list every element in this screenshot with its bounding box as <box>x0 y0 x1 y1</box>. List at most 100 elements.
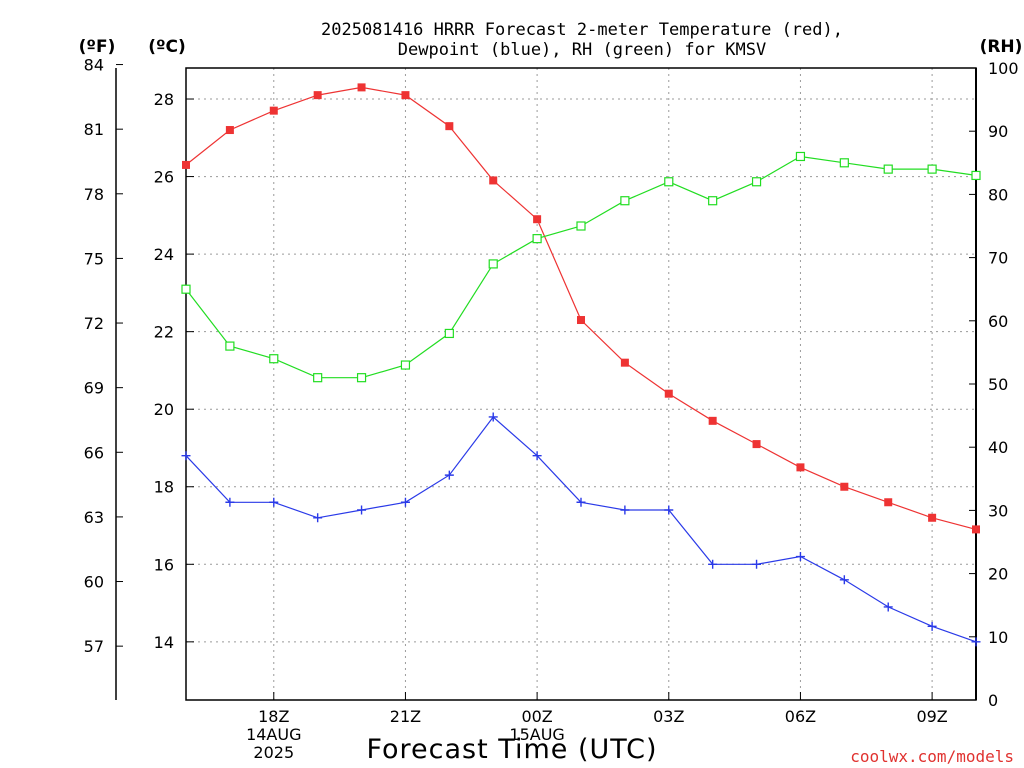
rh-tick-label: 20 <box>988 565 1008 584</box>
rh-point <box>708 196 718 206</box>
dewpoint-point <box>357 505 367 515</box>
dewpoint-line <box>185 416 977 643</box>
dewpoint-point <box>839 575 849 585</box>
rh-point <box>225 341 235 351</box>
temperature-point <box>840 482 849 491</box>
temperature-point <box>401 91 410 100</box>
rh-point <box>795 151 806 162</box>
dewpoint-point <box>708 559 718 569</box>
temperature-point <box>972 525 980 534</box>
dewpoint-point <box>883 602 893 612</box>
time-tick-label: 21Z <box>390 707 421 726</box>
dewpoint-point <box>488 412 498 422</box>
time-tick-label: 03Z <box>653 707 684 726</box>
fahrenheit-tick-label: 63 <box>84 508 104 527</box>
celsius-tick-label: 26 <box>154 168 174 187</box>
celsius-tick-label: 16 <box>154 555 174 574</box>
temperature-point <box>620 358 629 367</box>
rh-unit-label: (RH) <box>980 37 1023 57</box>
time-tick-label: 14AUG <box>246 725 301 744</box>
temperature-point <box>489 176 498 185</box>
time-tick-label: 09Z <box>916 707 947 726</box>
fahrenheit-tick-label: 72 <box>84 314 104 333</box>
celsius-tick-label: 24 <box>154 245 174 264</box>
celsius-unit-label: (ºC) <box>148 37 186 57</box>
rh-tick-label: 80 <box>988 185 1008 204</box>
rh-point <box>444 328 454 339</box>
plot-frame <box>185 67 977 701</box>
rh-tick-label: 100 <box>988 59 1019 78</box>
rh-point <box>356 373 367 383</box>
temperature-point <box>269 106 278 115</box>
time-tick-label: 00Z <box>521 707 552 726</box>
rh-point <box>839 158 849 168</box>
temperature-point <box>796 463 805 472</box>
rh-tick-label: 70 <box>988 249 1008 268</box>
temperature-point <box>533 215 542 224</box>
celsius-tick-label: 22 <box>154 323 174 342</box>
temperature-point <box>664 389 673 398</box>
temperature-line <box>185 86 977 530</box>
dewpoint-point <box>620 505 630 515</box>
dewpoint-point <box>971 637 981 647</box>
rh-point <box>532 234 542 244</box>
rh-tick-label: 30 <box>988 501 1008 520</box>
rh-tick-label: 60 <box>988 312 1008 331</box>
rh-point <box>751 177 762 187</box>
fahrenheit-tick-label: 60 <box>84 573 104 592</box>
temperature-point <box>708 416 717 425</box>
rh-point <box>883 164 893 174</box>
temperature-point <box>577 316 585 325</box>
dewpoint-point <box>181 451 191 461</box>
chart-title-line1: 2025081416 HRRR Forecast 2-meter Tempera… <box>321 20 843 40</box>
celsius-tick-label: 18 <box>154 478 174 497</box>
dewpoint-point <box>313 513 323 523</box>
celsius-tick-label: 20 <box>154 400 174 419</box>
dewpoint-point <box>532 451 542 461</box>
fahrenheit-axis: 57 60 63 66 69 72 75 78 81 84 <box>84 56 123 656</box>
rh-point <box>971 170 981 181</box>
rh-point <box>488 259 498 269</box>
temperature-point <box>357 83 366 92</box>
dewpoint-point <box>795 552 805 562</box>
rh-point <box>927 164 937 174</box>
temperature-point <box>182 160 190 169</box>
time-tick-label: 18Z <box>258 707 289 726</box>
fahrenheit-tick-label: 84 <box>84 56 104 75</box>
rh-point <box>620 196 630 206</box>
rh-tick-label: 0 <box>988 691 998 710</box>
rh-point <box>576 221 586 231</box>
temperature-point <box>445 122 454 131</box>
temperature-point <box>928 513 937 522</box>
temperature-point <box>884 498 893 507</box>
celsius-axis: 14 16 18 20 22 24 26 28 <box>154 90 194 652</box>
fahrenheit-tick-label: 66 <box>84 443 104 462</box>
rh-point <box>181 284 191 294</box>
rh-point <box>313 373 323 383</box>
x-axis-title: Forecast Time (UTC) <box>366 734 657 765</box>
rh-tick-label: 10 <box>988 628 1008 647</box>
rh-tick-label: 40 <box>988 438 1008 457</box>
dewpoint-point <box>664 505 674 515</box>
fahrenheit-unit-label: (ºF) <box>79 37 116 57</box>
temperature-point <box>225 126 234 135</box>
fahrenheit-tick-label: 69 <box>84 379 104 398</box>
dewpoint-point <box>927 621 937 631</box>
rh-point <box>664 177 674 187</box>
fahrenheit-tick-label: 81 <box>84 120 104 139</box>
rh-line <box>185 155 977 379</box>
time-tick-label: 2025 <box>253 743 294 762</box>
dewpoint-point <box>576 497 586 507</box>
fahrenheit-tick-label: 57 <box>84 637 104 656</box>
time-tick-label: 06Z <box>785 707 816 726</box>
temperature-point <box>313 91 322 100</box>
rh-point <box>269 354 279 364</box>
dewpoint-point <box>400 497 410 507</box>
dewpoint-point <box>752 559 762 569</box>
rh-point <box>400 360 411 370</box>
celsius-tick-label: 28 <box>154 90 174 109</box>
celsius-tick-label: 14 <box>154 633 174 652</box>
rh-tick-label: 90 <box>988 122 1008 141</box>
time-tick-label: 15AUG <box>509 725 564 744</box>
